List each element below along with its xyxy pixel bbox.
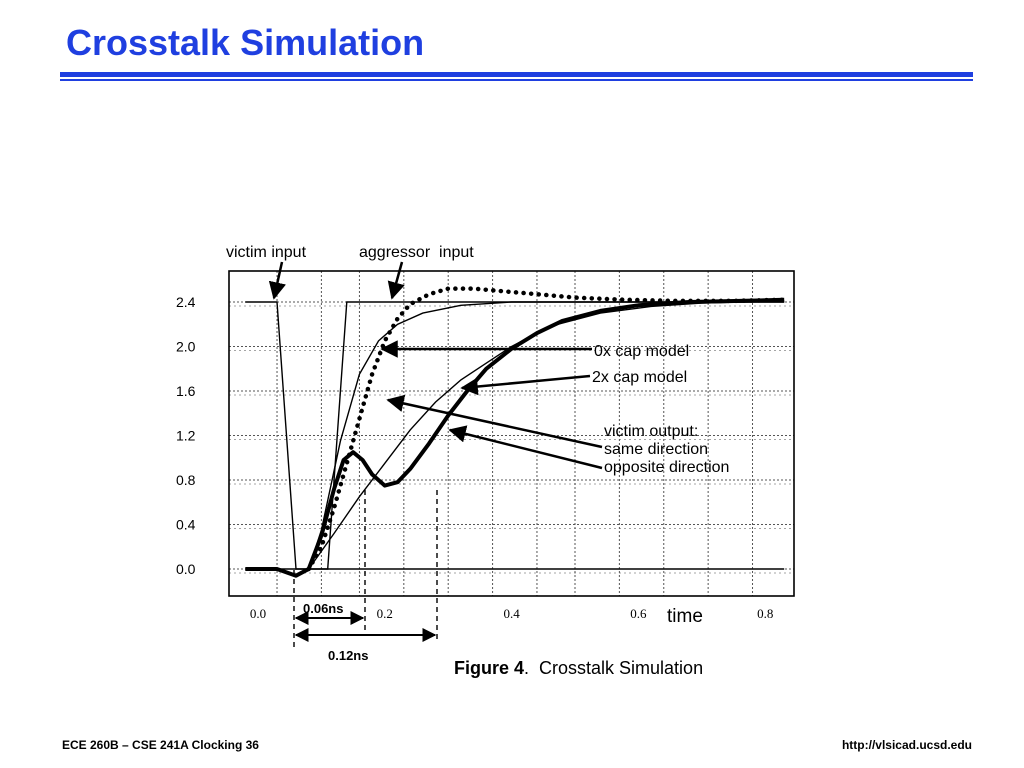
annotation-opposite-direction: opposite direction	[604, 459, 729, 476]
series-line-5	[245, 297, 785, 578]
y-tick-label-4: 1.6	[176, 383, 196, 399]
annotation-aggressor-input: aggressor input	[359, 244, 474, 261]
series-line-0	[245, 301, 785, 570]
series-layer	[245, 286, 787, 578]
footer-course-label: ECE 260B – CSE 241A Clocking 36	[62, 738, 259, 752]
arrow-victim-input	[268, 261, 286, 300]
x-tick-label-4: 0.8	[757, 606, 773, 621]
annotation-0x-cap-model: 0x cap model	[594, 343, 689, 360]
x-axis-label: time	[667, 606, 703, 627]
y-tick-label-3: 1.2	[176, 428, 196, 444]
x-tick-label-3: 0.6	[630, 606, 647, 621]
annotation-same-direction: same direction	[604, 441, 708, 458]
figure-caption-rest: . Crosstalk Simulation	[524, 658, 703, 678]
series-line-4	[306, 286, 787, 572]
series-line-3	[308, 300, 785, 570]
x-tick-label-0: 0.0	[250, 606, 266, 621]
plot-frame	[228, 270, 795, 597]
x-tick-label-2: 0.4	[503, 606, 520, 621]
tick-layer: 0.0 0.4 0.8 1.2 1.6 2.0 2.4 0.0 0.2 0.4 0.6 0.8	[176, 294, 773, 621]
arrow-same-direction	[386, 394, 603, 449]
y-tick-label-1: 0.4	[176, 517, 196, 533]
y-tick-label-5: 2.0	[176, 339, 196, 355]
y-tick-label-0: 0.0	[176, 561, 196, 577]
annotation-victim-input: victim input	[226, 244, 307, 261]
arrow-aggressor-input	[387, 261, 405, 300]
footer-url: http://vlsicad.ucsd.edu	[841, 738, 972, 752]
annotation-006ns: 0.06ns	[303, 601, 343, 616]
annotation-2x-cap-model: 2x cap model	[592, 369, 687, 386]
arrow-2x-cap-model	[460, 374, 591, 396]
title-rule	[60, 72, 973, 81]
annotation-victim-output: victim output:	[604, 423, 698, 440]
slide-title: Crosstalk Simulation	[66, 22, 425, 63]
y-tick-label-6: 2.4	[176, 294, 196, 310]
x-tick-label-1: 0.2	[377, 606, 393, 621]
y-tick-label-2: 0.8	[176, 472, 196, 488]
arrow-opposite-direction	[448, 425, 603, 470]
annotation-012ns: 0.12ns	[328, 648, 368, 663]
figure-caption-bold: Figure 4	[454, 658, 524, 678]
figure-caption: Figure 4. Crosstalk Simulation	[454, 658, 703, 678]
grid-layer	[229, 271, 794, 596]
